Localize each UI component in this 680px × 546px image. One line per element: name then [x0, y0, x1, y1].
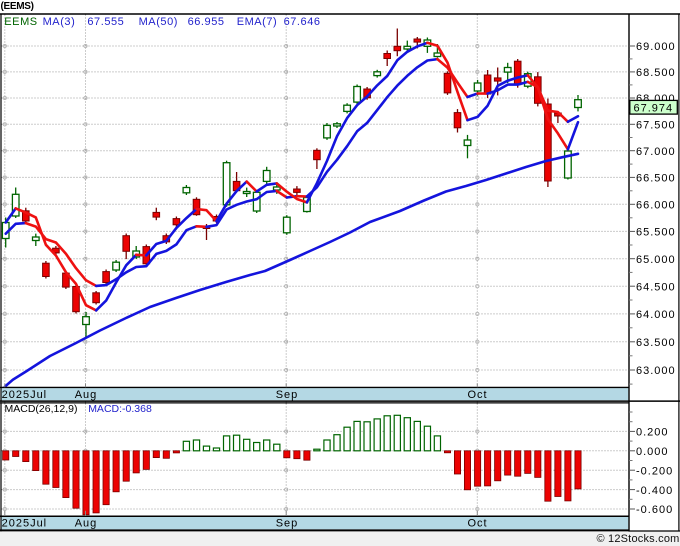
svg-text:(EEMS): (EEMS) [1, 1, 34, 12]
svg-text:MACD(26,12,9): MACD(26,12,9) [5, 403, 78, 415]
svg-text:Sep: Sep [276, 389, 299, 401]
svg-text:0.200: 0.200 [636, 427, 669, 439]
svg-text:-0.400: -0.400 [636, 485, 673, 497]
svg-text:© 12Stocks.com: © 12Stocks.com [596, 533, 679, 545]
svg-text:67.500: 67.500 [636, 120, 676, 132]
svg-text:67.974: 67.974 [634, 102, 674, 114]
svg-text:63.500: 63.500 [636, 337, 676, 349]
svg-text:0.000: 0.000 [636, 446, 669, 458]
svg-text:Oct: Oct [467, 518, 487, 530]
svg-text:Aug: Aug [75, 389, 98, 401]
svg-text:Oct: Oct [467, 389, 487, 401]
svg-text:66.500: 66.500 [636, 173, 676, 185]
svg-text:-0.200: -0.200 [636, 465, 673, 477]
svg-text:Aug: Aug [75, 518, 98, 530]
svg-text:66.000: 66.000 [636, 200, 676, 212]
svg-text:64.000: 64.000 [636, 309, 676, 321]
svg-text:Sep: Sep [276, 518, 299, 530]
svg-text:65.500: 65.500 [636, 227, 676, 239]
svg-text:-0.600: -0.600 [636, 504, 673, 516]
svg-text:68.500: 68.500 [636, 67, 676, 79]
svg-text:69.000: 69.000 [636, 41, 676, 53]
svg-text:2025Jul: 2025Jul [2, 389, 48, 401]
svg-text:63.000: 63.000 [636, 365, 676, 377]
svg-text:65.000: 65.000 [636, 254, 676, 266]
svg-text:67.000: 67.000 [636, 146, 676, 158]
svg-text:MACD:-0.368: MACD:-0.368 [88, 403, 152, 415]
svg-text:64.500: 64.500 [636, 281, 676, 293]
svg-text:2025Jul: 2025Jul [2, 518, 48, 530]
